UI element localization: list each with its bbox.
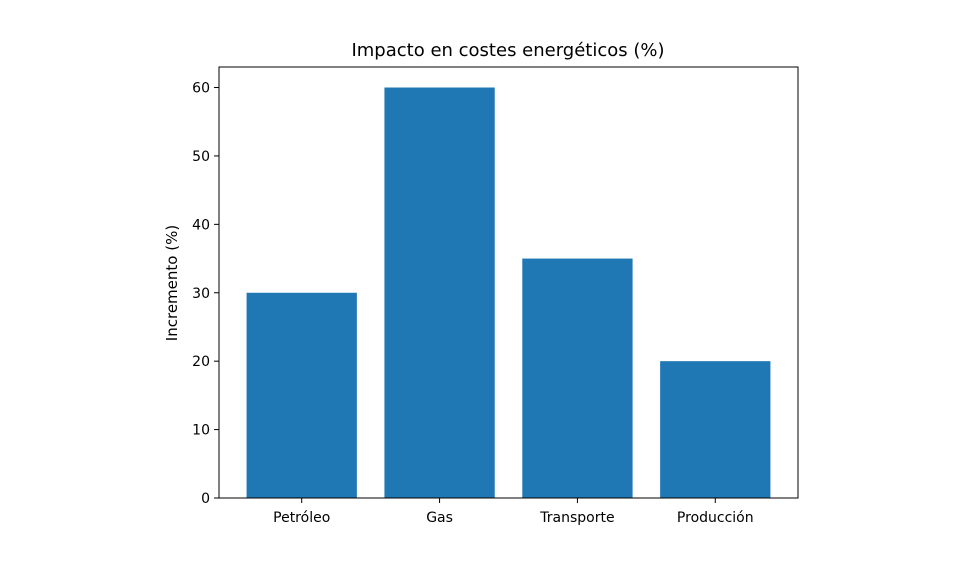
bar-3 (522, 258, 633, 498)
x-tick-label: Gas (426, 510, 453, 526)
y-tick-label: 60 (192, 81, 210, 97)
y-tick-label: 30 (192, 286, 210, 302)
plot-area-frame (218, 66, 799, 499)
y-tick-label: 0 (201, 491, 210, 507)
x-axis-ticks: Petróleo Gas Transporte Producción (273, 498, 754, 526)
y-tick-label: 50 (192, 149, 210, 165)
y-tick-label: 40 (192, 217, 210, 233)
bar-4 (660, 361, 771, 498)
chart-title: Impacto en costes energéticos (%) (351, 40, 664, 61)
x-tick-label: Petróleo (273, 510, 330, 526)
y-axis-label: Incremento (%) (163, 225, 181, 341)
y-tick-label: 20 (192, 354, 210, 370)
bar-1 (246, 292, 357, 498)
x-tick-label: Producción (677, 510, 754, 526)
y-tick-label: 10 (192, 423, 210, 439)
bars-layer (246, 87, 771, 499)
y-axis-ticks: 0 10 20 30 40 50 60 (192, 81, 219, 507)
x-tick-label: Transporte (539, 510, 614, 526)
bar-2 (384, 87, 495, 499)
